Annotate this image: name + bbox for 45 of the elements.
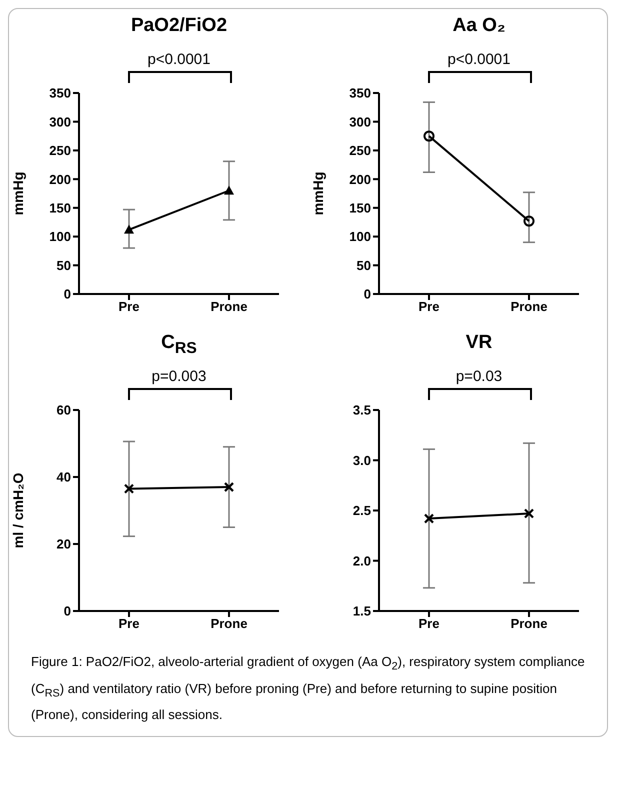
y-tick-label: 2.0 [352,553,371,568]
y-tick-label: 0 [64,604,71,619]
y-tick-label: 250 [49,143,71,158]
y-tick-label: 100 [49,229,71,244]
y-tick-label: 300 [49,114,71,130]
text: p<0.0001 [446,51,512,68]
x-tick-label: Prone [510,299,548,314]
y-tick-label: 300 [349,114,371,130]
y-tick-label: 150 [349,200,371,216]
y-tick-label: 350 [349,86,371,101]
text: Figure 1: PaO2/FiO2, alveolo-arterial gradient of oxygen (Aa O$_{2}$), respiratory system compliance (C$_{RS}$) and ventilatory ratio (VR) before proning (Pre) and before returning to supine position (Prone), considering all sessions. [31,654,585,722]
y-tick-label: 250 [349,143,371,158]
y-axis-title: mmHg [310,172,326,216]
text: p<0.0001 [146,51,212,68]
text: p=0.003 [150,368,208,385]
x-tick-label: Prone [510,616,548,632]
y-tick-label: 40 [56,470,71,485]
text: p=0.03 [454,368,504,385]
x-tick-label: Prone [210,616,248,632]
y-tick-label: 200 [349,172,371,187]
chart-title: VR [466,332,492,353]
y-tick-label: 1.5 [352,604,371,619]
x-tick-label: Pre [418,616,440,632]
y-axis-title: ml / cmH₂O [10,472,26,548]
y-tick-label: 3.0 [352,452,371,468]
chart-title: Aa O₂ [452,15,506,36]
y-axis-title: mmHg [10,172,26,216]
y-tick-label: 350 [49,86,71,101]
y-tick-label: 60 [56,402,71,418]
y-tick-label: 2.5 [352,503,371,518]
x-tick-label: Pre [418,299,440,314]
y-tick-label: 200 [49,172,71,187]
y-tick-label: 0 [364,286,371,302]
y-tick-label: 50 [56,258,71,273]
y-tick-label: 50 [356,258,371,273]
y-tick-label: 150 [49,200,71,216]
x-tick-label: Prone [210,299,248,314]
y-tick-label: 20 [56,536,71,552]
chart-title: PaO2/FiO2 [130,15,228,36]
chart-title: C$_{RS}$ [161,332,197,357]
x-tick-label: Pre [118,616,140,632]
x-tick-label: Pre [118,299,140,314]
y-tick-label: 0 [64,286,71,302]
y-tick-label: 100 [349,229,371,244]
y-tick-label: 3.5 [352,402,371,418]
